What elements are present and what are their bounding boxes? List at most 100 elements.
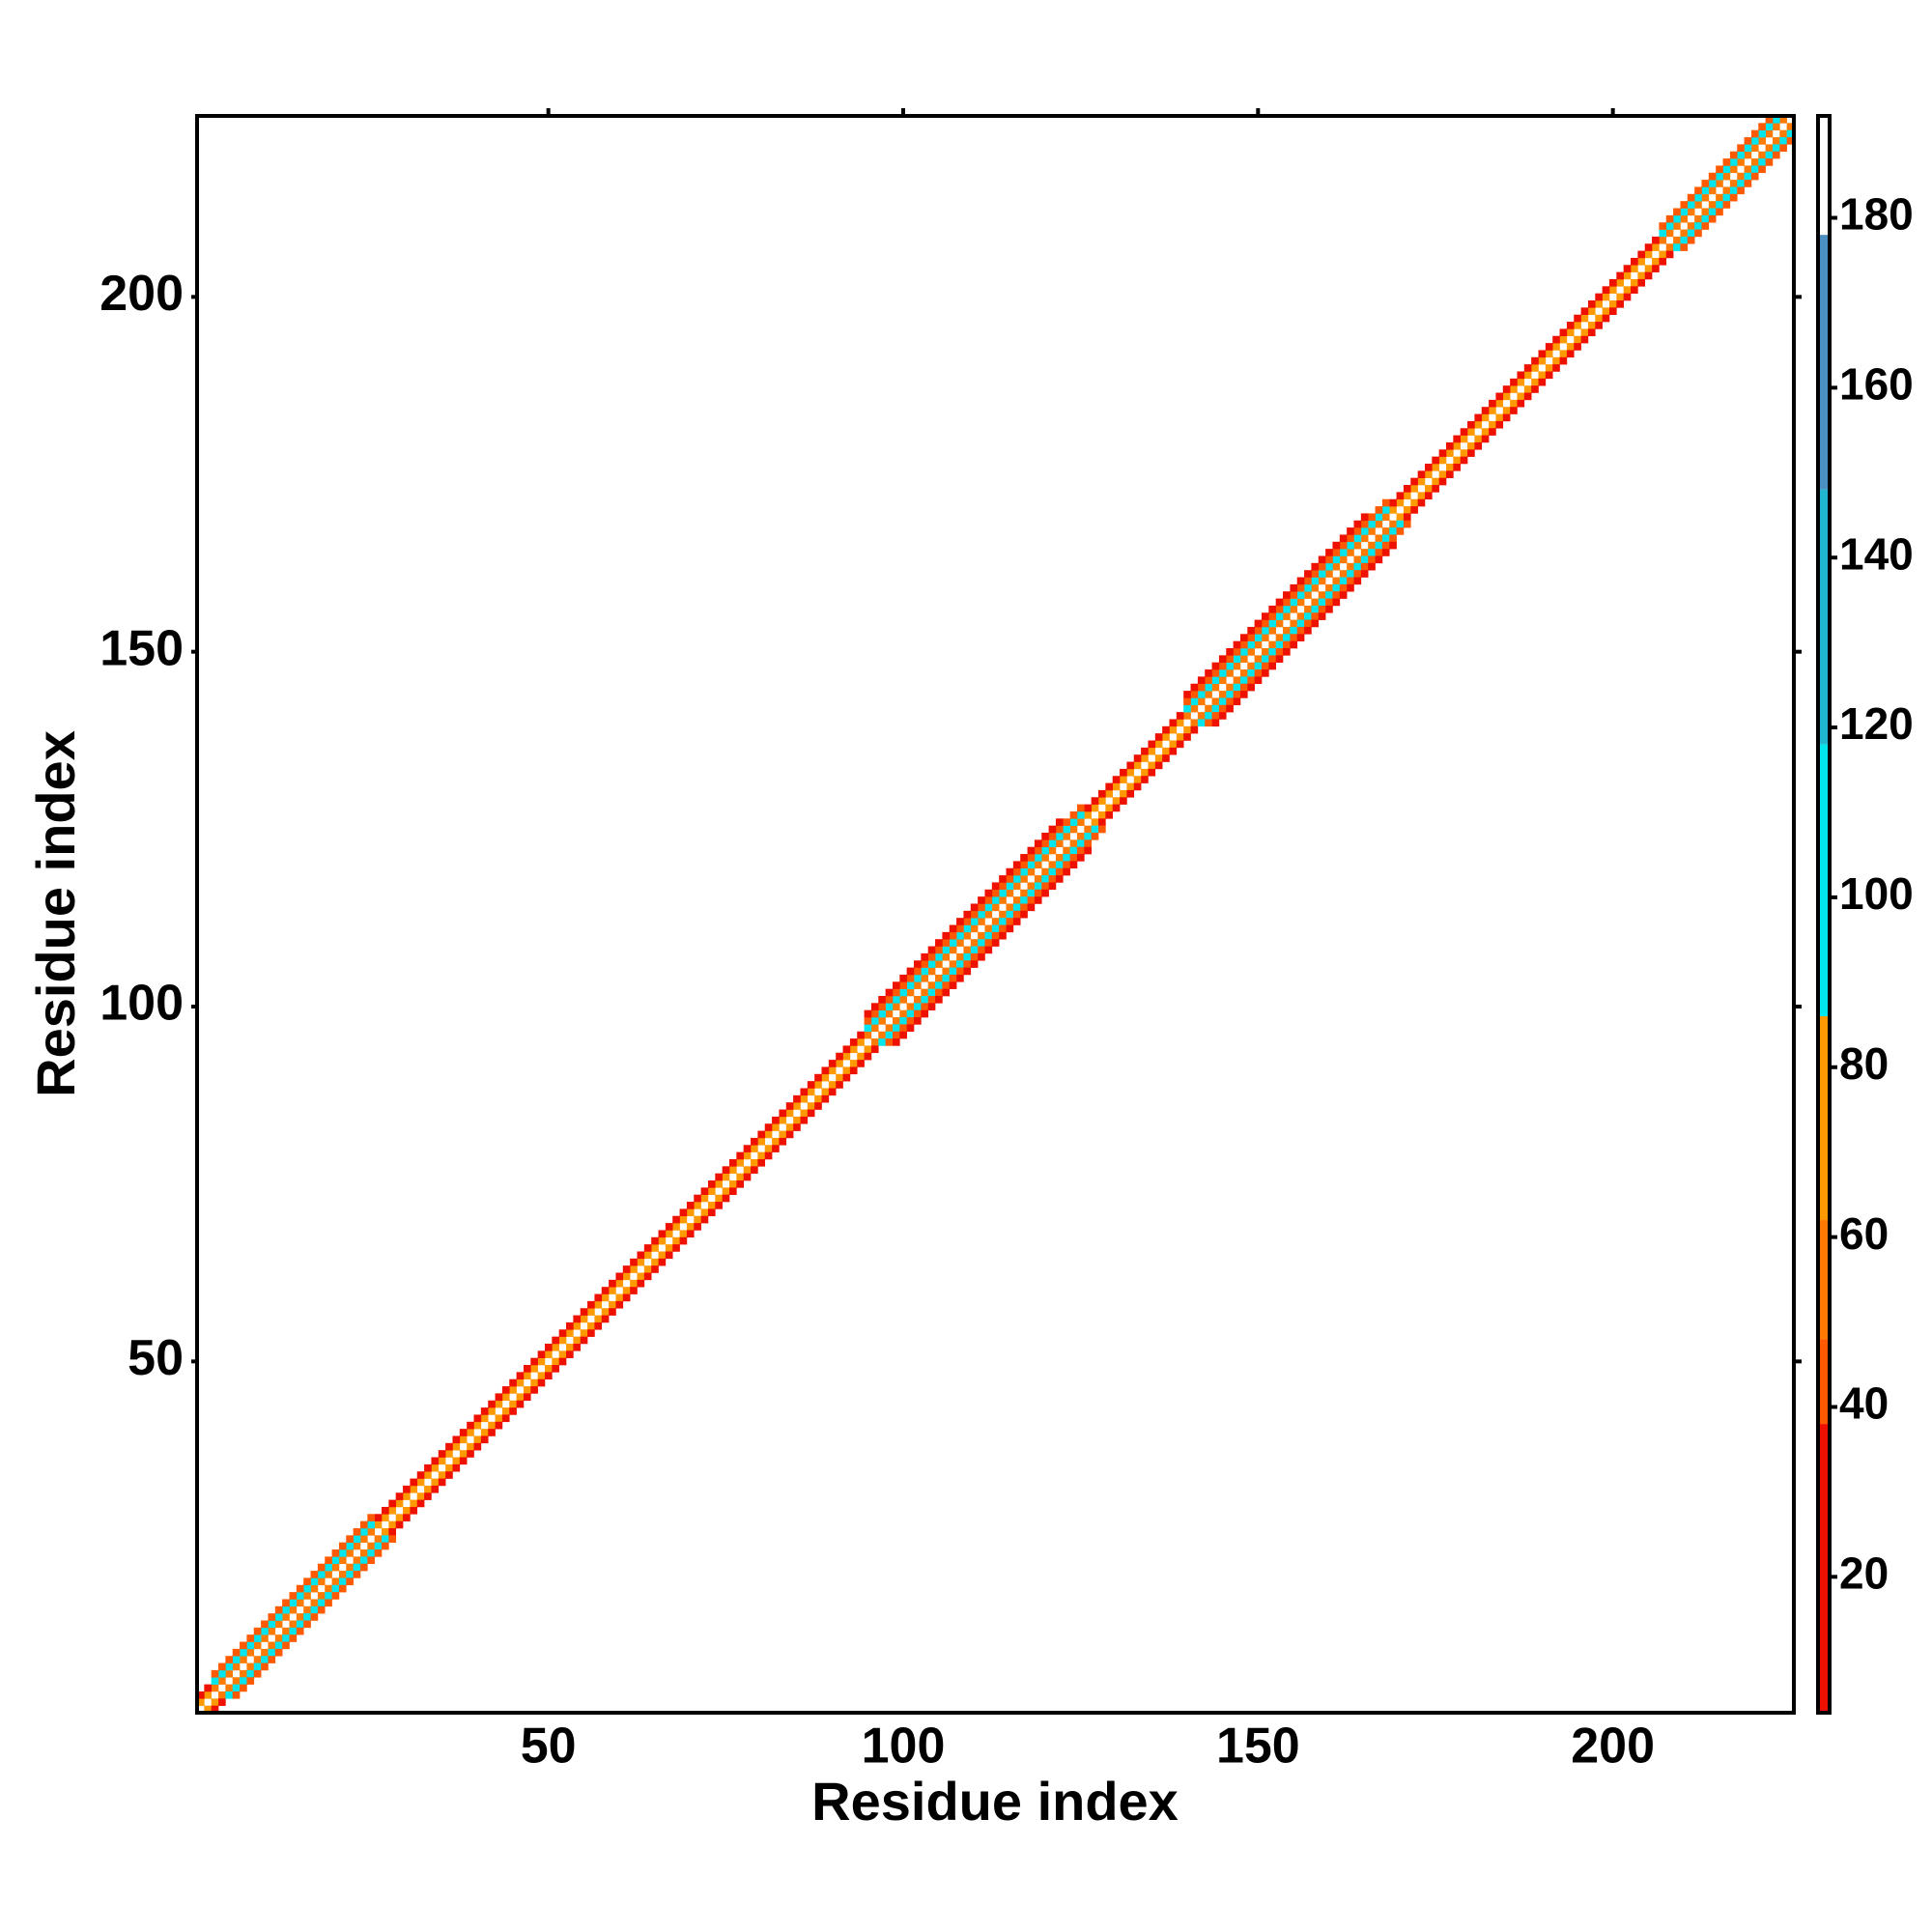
- heatmap-cell: [416, 1492, 425, 1500]
- heatmap-cell: [1169, 719, 1178, 727]
- heatmap-cell: [1183, 712, 1191, 720]
- heatmap-cell: [1304, 612, 1312, 620]
- heatmap-cell: [1183, 697, 1191, 706]
- heatmap-cell: [921, 988, 929, 997]
- heatmap-cell: [445, 1463, 453, 1472]
- heatmap-cell: [665, 1230, 673, 1238]
- heatmap-cell: [672, 1244, 680, 1252]
- heatmap-cell: [452, 1442, 461, 1451]
- heatmap-cell: [942, 939, 951, 947]
- heatmap-cell: [615, 1300, 624, 1309]
- heatmap-cell: [978, 903, 985, 912]
- heatmap-cell: [395, 1492, 404, 1500]
- heatmap-cell: [1275, 648, 1284, 656]
- heatmap-cell: [1616, 293, 1624, 301]
- heatmap-cell: [367, 1549, 375, 1557]
- heatmap-cell: [431, 1478, 440, 1487]
- heatmap-cell: [1048, 846, 1057, 855]
- heatmap-cell: [991, 924, 1000, 933]
- heatmap-cell: [424, 1463, 432, 1472]
- heatmap-cell: [1133, 761, 1142, 770]
- heatmap-cell: [1744, 151, 1752, 159]
- heatmap-cell: [1467, 428, 1475, 436]
- heatmap-cell: [1226, 697, 1234, 706]
- heatmap-cell: [303, 1584, 311, 1593]
- colorbar-tick-label: 120: [1839, 698, 1914, 749]
- heatmap-cell: [261, 1662, 269, 1671]
- heatmap-cell: [1247, 669, 1255, 677]
- heatmap-cell: [580, 1329, 588, 1337]
- colorbar-segment: [1818, 235, 1830, 490]
- heatmap-cell: [1744, 165, 1752, 174]
- heatmap-cell: [991, 918, 1000, 925]
- x-tick-label: 200: [1571, 1719, 1655, 1775]
- colorbar-border: [1816, 114, 1832, 1715]
- heatmap-cell: [963, 967, 972, 976]
- heatmap-cell: [1041, 875, 1049, 883]
- heatmap-cell: [615, 1279, 624, 1288]
- heatmap-cell: [403, 1514, 411, 1521]
- heatmap-cell: [1205, 712, 1212, 720]
- heatmap-cell: [1389, 534, 1397, 543]
- heatmap-cell: [1758, 123, 1766, 130]
- heatmap-cell: [885, 995, 894, 1004]
- heatmap-cell: [757, 1151, 766, 1160]
- heatmap-cell: [1211, 683, 1220, 692]
- heatmap-cell: [899, 1024, 907, 1033]
- heatmap-cell: [956, 924, 964, 933]
- heatmap-cell: [1716, 208, 1723, 216]
- heatmap-cell: [672, 1223, 680, 1231]
- heatmap-cell: [1247, 626, 1255, 635]
- heatmap-cell: [1389, 506, 1397, 514]
- heatmap-cell: [1580, 314, 1589, 323]
- heatmap-cell: [1254, 640, 1263, 649]
- heatmap-cell: [672, 1215, 680, 1224]
- heatmap-cell: [1701, 193, 1710, 202]
- heatmap-cell: [516, 1393, 525, 1402]
- heatmap-cell: [452, 1435, 461, 1444]
- heatmap-cell: [665, 1223, 673, 1231]
- heatmap-cell: [1339, 583, 1348, 592]
- heatmap-cell: [1523, 371, 1532, 380]
- heatmap-cell: [899, 1031, 907, 1039]
- heatmap-cell: [1076, 833, 1085, 840]
- heatmap-cell: [601, 1287, 610, 1294]
- heatmap-cell: [785, 1102, 794, 1110]
- heatmap-cell: [1027, 889, 1036, 897]
- heatmap-cell: [1758, 165, 1766, 174]
- heatmap-cell: [1722, 172, 1731, 181]
- heatmap-cell: [1211, 712, 1220, 720]
- heatmap-cell: [1353, 520, 1362, 528]
- heatmap-cell: [1076, 810, 1085, 819]
- heatmap-cell: [1283, 605, 1291, 613]
- heatmap-cell: [537, 1357, 546, 1366]
- heatmap-cell: [1226, 662, 1234, 670]
- heatmap-cell: [1141, 754, 1149, 762]
- heatmap-cell: [927, 988, 936, 997]
- heatmap-cell: [1218, 662, 1227, 670]
- heatmap-cell: [488, 1400, 496, 1408]
- heatmap-cell: [1708, 208, 1717, 216]
- heatmap-cell: [346, 1571, 354, 1578]
- heatmap-cell: [700, 1187, 709, 1195]
- heatmap-cell: [1218, 655, 1227, 663]
- heatmap-cell: [1275, 640, 1284, 649]
- heatmap-cell: [1148, 768, 1156, 777]
- heatmap-cell: [601, 1308, 610, 1316]
- heatmap-cell: [1644, 271, 1653, 280]
- heatmap-cell: [1183, 725, 1191, 734]
- heatmap-cell: [1311, 583, 1320, 592]
- heatmap-cell: [914, 1017, 922, 1025]
- heatmap-cell: [1708, 180, 1717, 187]
- heatmap-cell: [1417, 477, 1426, 486]
- heatmap-cell: [1262, 669, 1269, 677]
- heatmap-cell: [1665, 214, 1674, 223]
- heatmap-cell: [1368, 549, 1376, 556]
- heatmap-cell: [743, 1145, 752, 1152]
- heatmap-cell: [1339, 555, 1348, 564]
- heatmap-cell: [346, 1542, 354, 1550]
- heatmap-cell: [1296, 619, 1305, 628]
- heatmap-cell: [715, 1202, 723, 1209]
- heatmap-cell: [374, 1549, 383, 1557]
- heatmap-cell: [1006, 882, 1014, 891]
